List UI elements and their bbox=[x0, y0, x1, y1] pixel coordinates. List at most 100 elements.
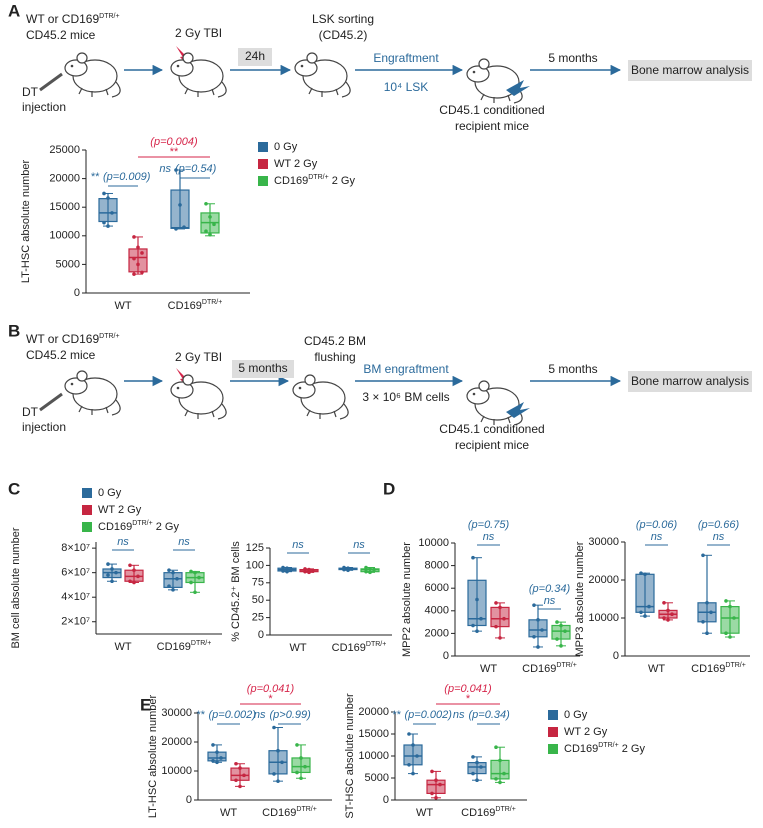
data-point bbox=[532, 634, 536, 639]
p-value: (p=0.75) bbox=[468, 519, 510, 531]
text-part: CD169 bbox=[522, 663, 556, 675]
y-axis-label: MPP3 absolute number bbox=[574, 541, 586, 656]
data-point bbox=[475, 597, 479, 602]
scheme-text: WT or CD169DTR/+ bbox=[26, 332, 120, 346]
data-point bbox=[342, 567, 346, 572]
legend-label: WT 2 Gy bbox=[564, 726, 608, 738]
box bbox=[551, 624, 571, 640]
p-value: (p=0.002) bbox=[405, 709, 453, 721]
superscript: DTR/+ bbox=[132, 520, 152, 527]
data-point bbox=[136, 262, 140, 267]
data-point bbox=[307, 567, 311, 572]
scheme-text: 5 months bbox=[548, 362, 597, 376]
data-point bbox=[215, 760, 219, 765]
data-point bbox=[182, 225, 186, 230]
text-part: CD169 bbox=[168, 300, 202, 312]
scheme-text: CD45.2 mice bbox=[26, 28, 96, 42]
box bbox=[720, 605, 740, 634]
data-point bbox=[174, 227, 178, 231]
y-tick-label: 0 bbox=[383, 794, 389, 806]
scheme-text: recipient mice bbox=[455, 119, 529, 133]
data-point bbox=[136, 245, 140, 250]
data-point bbox=[475, 629, 479, 633]
significance: ns bbox=[483, 531, 495, 543]
data-point bbox=[110, 211, 114, 215]
box bbox=[163, 572, 183, 588]
data-point bbox=[289, 567, 293, 572]
data-point bbox=[701, 620, 705, 624]
data-point bbox=[114, 570, 118, 575]
panel-label: E bbox=[140, 695, 151, 714]
legend-label: CD169DTR/+ 2 Gy bbox=[98, 520, 179, 533]
syringe bbox=[39, 392, 63, 412]
y-tick-label: 2000 bbox=[425, 627, 449, 639]
mouse-icon bbox=[64, 52, 121, 98]
scheme-text: injection bbox=[22, 100, 66, 114]
data-point bbox=[346, 568, 350, 573]
scheme-text: DT bbox=[22, 405, 39, 419]
box bbox=[170, 189, 190, 229]
x-tick-label: CD169DTR/+ bbox=[168, 299, 223, 312]
panel-label: B bbox=[8, 321, 20, 340]
scheme-text: LSK sorting bbox=[312, 12, 374, 26]
data-point bbox=[475, 760, 479, 765]
data-point bbox=[140, 270, 144, 275]
y-tick-label: 4000 bbox=[425, 605, 449, 617]
significance: ** bbox=[170, 146, 179, 158]
data-point bbox=[372, 567, 376, 572]
box bbox=[490, 759, 510, 780]
delay-box bbox=[238, 48, 272, 66]
data-point bbox=[174, 168, 178, 172]
p-value: (p=0.34) bbox=[529, 583, 571, 595]
y-tick-label: 15000 bbox=[358, 728, 389, 740]
y-tick-label: 0 bbox=[186, 794, 192, 806]
scheme-text: injection bbox=[22, 420, 66, 434]
superscript: DTR/+ bbox=[202, 299, 222, 306]
data-point bbox=[555, 620, 559, 624]
data-point bbox=[536, 645, 540, 649]
text-part: 2 Gy bbox=[619, 743, 646, 755]
data-point bbox=[494, 601, 498, 605]
data-point bbox=[368, 567, 372, 571]
y-tick-label: 4×10⁷ bbox=[61, 591, 90, 603]
x-tick-label: WT bbox=[416, 807, 433, 819]
significance: ns bbox=[159, 163, 171, 175]
data-point bbox=[407, 732, 411, 736]
data-point bbox=[639, 610, 643, 615]
y-tick-label: 125 bbox=[246, 542, 264, 554]
scheme-text: DT bbox=[22, 85, 39, 99]
significance: ns bbox=[292, 539, 304, 551]
box bbox=[403, 744, 423, 766]
p-value: (p=0.004) bbox=[150, 136, 198, 148]
x-tick-label: CD169DTR/+ bbox=[522, 662, 577, 675]
data-point bbox=[211, 743, 215, 747]
scheme-text: 3 × 10⁶ BM cells bbox=[362, 390, 449, 404]
p-value: (p=0.66) bbox=[698, 519, 740, 531]
legend-label: 0 Gy bbox=[98, 487, 122, 499]
scheme-text: CD45.2 BM bbox=[304, 334, 366, 348]
data-point bbox=[728, 604, 732, 609]
readout-box bbox=[628, 371, 752, 392]
y-tick-label: 30000 bbox=[161, 707, 192, 719]
y-tick-label: 8000 bbox=[425, 560, 449, 572]
legend-label: WT 2 Gy bbox=[274, 158, 318, 170]
y-tick-label: 15000 bbox=[49, 201, 80, 213]
data-point bbox=[140, 251, 144, 255]
data-point bbox=[234, 778, 238, 783]
scheme-text: 2 Gy TBI bbox=[175, 350, 222, 364]
text-part: WT or CD169 bbox=[26, 332, 99, 346]
data-point bbox=[479, 616, 483, 621]
scheme-text: (CD45.2) bbox=[319, 28, 368, 42]
data-point bbox=[311, 569, 315, 573]
y-tick-label: 20000 bbox=[358, 706, 389, 718]
mouse-icon bbox=[170, 52, 227, 98]
mouse-icon bbox=[294, 52, 351, 98]
y-axis-label: LT-HSC absolute number bbox=[20, 160, 32, 284]
p-value: (p=0.002) bbox=[209, 709, 257, 721]
box bbox=[98, 198, 118, 223]
data-point bbox=[189, 580, 193, 585]
data-point bbox=[204, 229, 208, 234]
data-point bbox=[647, 604, 651, 609]
significance: * bbox=[466, 693, 471, 705]
text-part: CD169 bbox=[461, 807, 495, 819]
